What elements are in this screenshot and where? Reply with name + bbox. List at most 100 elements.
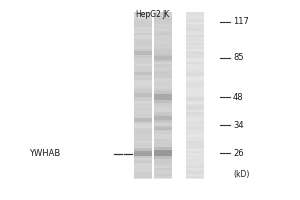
Bar — [186, 124, 204, 127]
Bar — [154, 101, 172, 104]
Bar — [134, 33, 152, 35]
Bar — [186, 80, 204, 83]
Bar — [134, 97, 152, 100]
Bar — [186, 49, 204, 52]
Bar — [154, 99, 172, 102]
Bar — [154, 118, 172, 120]
Bar — [134, 68, 152, 71]
Bar — [134, 161, 152, 164]
Bar — [134, 64, 152, 66]
Bar — [134, 145, 152, 147]
Bar — [154, 141, 172, 143]
Bar — [134, 60, 152, 62]
Bar — [134, 16, 152, 19]
Bar — [186, 22, 204, 25]
Bar — [186, 60, 204, 62]
Bar — [154, 20, 172, 23]
Bar — [154, 56, 172, 60]
Bar — [134, 43, 152, 46]
Bar — [134, 45, 152, 48]
Bar — [154, 49, 172, 52]
Bar — [154, 54, 172, 62]
Bar — [186, 85, 204, 87]
Bar — [154, 128, 172, 131]
Bar — [154, 134, 172, 137]
Bar — [154, 85, 172, 87]
Bar — [134, 163, 152, 166]
Bar — [134, 120, 152, 122]
Bar — [154, 159, 172, 162]
Bar — [134, 136, 152, 139]
Bar — [154, 136, 172, 139]
Bar — [154, 60, 172, 62]
Bar — [134, 174, 152, 176]
Bar — [154, 176, 172, 178]
Bar — [186, 122, 204, 125]
Bar — [134, 80, 152, 83]
Bar — [134, 14, 152, 17]
Bar — [186, 168, 204, 170]
Bar — [134, 62, 152, 64]
Text: 85: 85 — [233, 53, 244, 62]
Bar — [186, 45, 204, 48]
Bar — [154, 124, 172, 127]
Bar — [134, 74, 152, 77]
Bar — [186, 76, 204, 79]
Bar — [154, 149, 172, 152]
Bar — [186, 134, 204, 137]
Bar — [186, 130, 204, 133]
Bar — [186, 14, 204, 17]
Bar — [134, 116, 152, 124]
Bar — [154, 132, 172, 135]
Text: JK: JK — [162, 10, 169, 19]
Bar — [186, 153, 204, 156]
Bar — [134, 85, 152, 87]
Bar — [154, 150, 172, 156]
Bar — [186, 43, 204, 46]
Bar — [186, 24, 204, 27]
Bar — [186, 99, 204, 102]
Bar — [154, 168, 172, 170]
Bar — [154, 83, 172, 85]
Bar — [134, 170, 152, 172]
Bar — [154, 174, 172, 176]
Bar — [154, 66, 172, 69]
Bar — [154, 145, 172, 147]
Bar — [134, 118, 152, 120]
Bar — [154, 95, 172, 98]
Bar — [154, 72, 172, 75]
Bar — [134, 134, 152, 137]
Bar — [186, 95, 204, 98]
Bar — [154, 78, 172, 81]
Text: 48: 48 — [233, 92, 244, 102]
Bar — [134, 143, 152, 145]
Bar — [134, 78, 152, 81]
Bar — [154, 157, 172, 160]
Bar — [186, 105, 204, 108]
Bar — [134, 132, 152, 135]
Bar — [154, 130, 172, 133]
Bar — [154, 22, 172, 25]
Bar — [134, 72, 152, 74]
Bar — [186, 166, 204, 168]
Bar — [134, 91, 152, 99]
Bar — [154, 62, 172, 64]
Bar — [186, 53, 204, 56]
Bar — [154, 39, 172, 42]
Bar — [154, 122, 172, 125]
Bar — [154, 116, 172, 118]
Bar — [154, 170, 172, 172]
Bar — [154, 126, 172, 129]
Bar — [154, 103, 172, 106]
Bar — [154, 139, 172, 141]
Bar — [186, 174, 204, 176]
Bar — [186, 20, 204, 23]
Bar — [134, 101, 152, 104]
Bar — [154, 29, 172, 31]
Bar — [154, 91, 172, 93]
Bar — [154, 68, 172, 71]
Bar — [154, 161, 172, 164]
Bar — [186, 78, 204, 81]
Bar — [186, 170, 204, 172]
Bar — [186, 89, 204, 91]
